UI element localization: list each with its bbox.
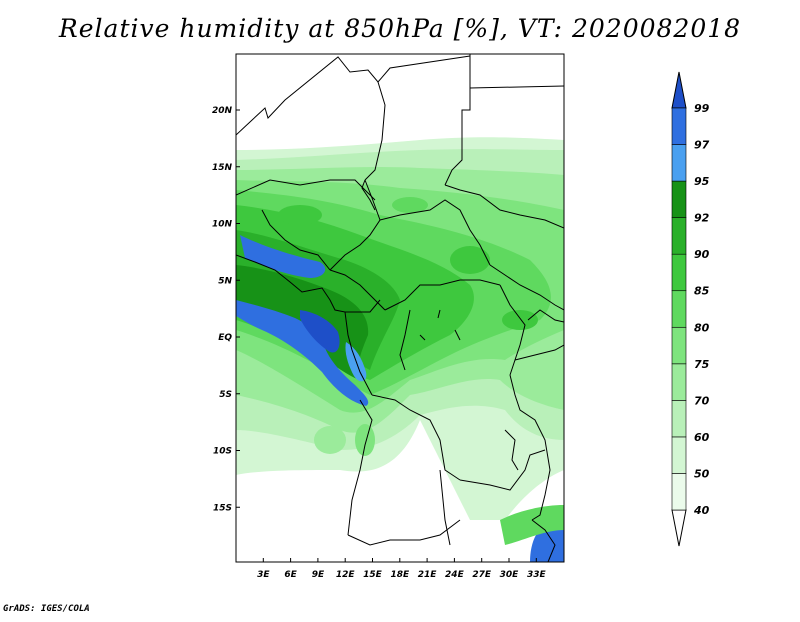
latitude-axis: 20N 15N 10N 5N EQ 5S 10S 15S bbox=[212, 106, 240, 513]
colorbar-segment bbox=[671, 290, 687, 328]
colorbar-label: 92 bbox=[694, 212, 710, 225]
colorbar-label: 50 bbox=[694, 467, 710, 480]
colorbar-segment bbox=[671, 107, 687, 145]
colorbar-label: 40 bbox=[693, 504, 710, 517]
colorbar-label: 85 bbox=[694, 285, 710, 298]
lon-label: 24E bbox=[445, 570, 465, 580]
colorbar: 40 50 60 70 75 80 85 90 92 95 97 99 bbox=[671, 71, 710, 547]
lat-label: 20N bbox=[212, 106, 233, 116]
colorbar-label: 80 bbox=[694, 321, 710, 334]
lat-label: 15S bbox=[213, 503, 232, 513]
colorbar-segment bbox=[671, 326, 687, 365]
colorbar-segment bbox=[671, 436, 687, 474]
colorbar-segment bbox=[671, 363, 687, 401]
lon-label: 6E bbox=[284, 570, 297, 580]
colorbar-above-triangle bbox=[671, 71, 687, 109]
humidity-field bbox=[236, 54, 564, 562]
lon-label: 30E bbox=[500, 570, 520, 580]
colorbar-label: 95 bbox=[694, 175, 710, 188]
colorbar-label: 70 bbox=[694, 394, 710, 407]
plot-title: Relative humidity at 850hPa [%], VT: 202… bbox=[58, 14, 742, 43]
lon-label: 15E bbox=[363, 570, 383, 580]
lat-label: 10S bbox=[213, 447, 232, 457]
colorbar-label: 90 bbox=[694, 248, 710, 261]
colorbar-segment bbox=[671, 180, 687, 218]
lon-label: 21E bbox=[418, 570, 438, 580]
colorbar-segment bbox=[671, 400, 687, 438]
lon-label: 9E bbox=[312, 570, 325, 580]
lon-label: 27E bbox=[472, 570, 492, 580]
colorbar-segment bbox=[671, 144, 687, 182]
longitude-axis: 3E 6E 9E 12E 15E 18E 21E 24E 27E 30E 33E bbox=[257, 558, 546, 580]
colorbar-segment bbox=[671, 473, 687, 511]
grads-credit: GrADS: IGES/COLA bbox=[3, 604, 90, 614]
lon-label: 18E bbox=[390, 570, 410, 580]
lat-label: 10N bbox=[212, 220, 233, 230]
lat-label: EQ bbox=[218, 333, 232, 343]
country-borders bbox=[236, 54, 564, 562]
colorbar-label: 99 bbox=[694, 102, 710, 115]
colorbar-segment bbox=[671, 217, 687, 255]
colorbar-label: 75 bbox=[694, 358, 710, 371]
lat-label: 5N bbox=[218, 276, 232, 286]
lat-label: 15N bbox=[212, 163, 233, 173]
lon-label: 3E bbox=[257, 570, 270, 580]
colorbar-below-triangle bbox=[671, 509, 687, 547]
colorbar-label: 97 bbox=[694, 139, 710, 152]
lat-label: 5S bbox=[219, 390, 232, 400]
colorbar-label: 60 bbox=[694, 431, 710, 444]
lon-label: 12E bbox=[336, 570, 356, 580]
lon-label: 33E bbox=[527, 570, 547, 580]
colorbar-segment bbox=[671, 253, 687, 292]
